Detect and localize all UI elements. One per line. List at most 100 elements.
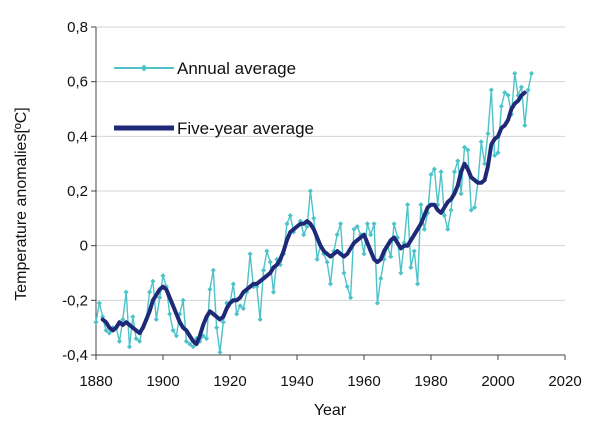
point-annual — [304, 223, 310, 230]
point-annual — [528, 70, 535, 77]
point-annual — [230, 281, 236, 287]
point-annual — [472, 204, 478, 210]
point-annual — [301, 232, 307, 238]
series-layer — [93, 70, 535, 355]
point-annual — [488, 87, 494, 93]
legend-marker-annual — [140, 64, 148, 72]
point-annual — [445, 226, 451, 232]
point-annual — [257, 316, 263, 323]
point-annual — [492, 152, 498, 159]
point-annual — [167, 311, 173, 317]
point-annual — [116, 338, 122, 344]
point-annual — [338, 221, 344, 227]
point-annual — [438, 169, 444, 175]
point-annual — [354, 223, 360, 230]
point-annual — [267, 259, 273, 265]
point-annual — [512, 70, 518, 76]
y-tick-label: 0,6 — [67, 74, 88, 91]
point-annual — [126, 344, 133, 350]
point-annual — [153, 316, 159, 323]
point-annual — [147, 289, 153, 295]
legend-label-annual: Annual average — [177, 59, 296, 78]
point-annual — [106, 330, 112, 336]
x-tick-label: 1940 — [280, 373, 313, 390]
point-annual — [485, 131, 491, 137]
point-annual — [214, 325, 220, 331]
y-axis-ticks: -0,4 -0,2 0 0,2 0,4 0,6 0,8 — [62, 19, 96, 364]
point-annual — [371, 221, 377, 227]
point-annual — [207, 286, 213, 292]
point-annual — [498, 103, 504, 109]
x-tick-label: 1880 — [79, 373, 112, 390]
point-annual — [368, 232, 374, 238]
point-annual — [240, 305, 246, 312]
point-annual — [405, 202, 411, 208]
y-tick-label: 0,2 — [67, 183, 88, 200]
point-annual — [190, 344, 196, 350]
point-annual — [465, 147, 471, 153]
y-axis-title: Temperature anomalies[ºC] — [13, 107, 30, 300]
point-annual — [361, 251, 367, 257]
point-annual — [388, 254, 394, 260]
point-annual — [482, 161, 488, 167]
point-annual — [284, 221, 290, 227]
point-annual — [237, 303, 243, 309]
point-annual — [408, 264, 414, 271]
series-line-five-year — [100, 90, 527, 347]
point-annual — [123, 289, 129, 295]
legend-item-annual: Annual average — [114, 59, 296, 78]
x-tick-label: 1960 — [347, 373, 380, 390]
point-annual — [133, 336, 139, 342]
y-tick-label: -0,2 — [62, 292, 88, 309]
point-annual — [451, 169, 458, 175]
point-annual — [391, 221, 397, 227]
point-annual — [495, 150, 501, 156]
series-line-annual — [95, 72, 533, 353]
gridlines — [96, 26, 565, 301]
x-tick-label: 1900 — [146, 373, 179, 390]
point-annual — [341, 270, 347, 276]
point-annual — [458, 191, 464, 197]
point-annual — [96, 300, 102, 306]
point-annual — [264, 248, 270, 254]
point-annual — [180, 297, 186, 303]
x-axis-title: Year — [314, 402, 347, 419]
point-annual — [314, 256, 320, 262]
point-annual — [502, 90, 508, 96]
point-annual — [351, 226, 357, 232]
point-annual — [204, 336, 210, 342]
point-annual — [348, 295, 354, 301]
x-axis-ticks: 1880 1900 1920 1940 1960 1980 2000 2020 — [79, 355, 582, 390]
point-annual — [93, 319, 99, 325]
legend-label-five-year: Five-year average — [177, 119, 314, 138]
point-annual — [173, 333, 179, 339]
point-annual — [136, 338, 143, 344]
y-tick-label: 0,8 — [67, 19, 88, 36]
point-annual — [220, 319, 226, 325]
point-annual — [411, 248, 417, 254]
point-annual — [461, 144, 468, 150]
legend-item-five-year: Five-year average — [114, 119, 314, 138]
point-annual — [415, 281, 421, 287]
point-annual — [183, 338, 189, 344]
point-annual — [441, 213, 447, 219]
point-annual — [418, 202, 424, 208]
point-annual — [428, 172, 434, 178]
point-annual — [210, 267, 216, 273]
x-tick-label: 2000 — [481, 373, 514, 390]
y-tick-label: -0,4 — [62, 347, 88, 364]
point-annual — [247, 251, 253, 257]
point-annual — [217, 349, 223, 355]
point-annual — [398, 270, 404, 276]
point-annual — [518, 84, 524, 90]
point-annual — [270, 289, 277, 295]
point-annual — [311, 215, 317, 221]
point-annual — [364, 221, 370, 227]
point-annual — [374, 300, 380, 306]
point-annual — [157, 295, 163, 301]
point-annual — [421, 226, 427, 232]
point-annual — [448, 207, 454, 213]
point-annual — [431, 166, 437, 172]
point-annual — [160, 273, 166, 279]
